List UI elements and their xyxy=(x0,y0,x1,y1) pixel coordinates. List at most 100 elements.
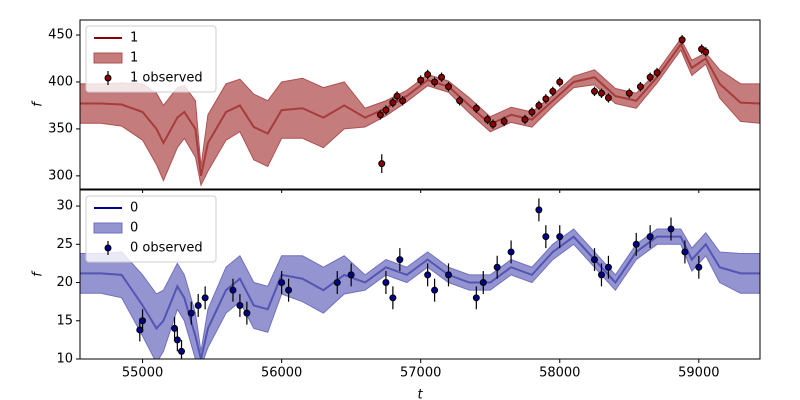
observed-point xyxy=(396,256,404,264)
plot-area xyxy=(80,198,760,359)
observed-point xyxy=(591,87,599,95)
legend-label: 0 observed xyxy=(130,241,203,256)
observed-point xyxy=(178,347,186,355)
observed-point xyxy=(528,108,536,116)
y-tick-label: 25 xyxy=(56,237,73,252)
observed-point xyxy=(389,99,397,107)
observed-point xyxy=(542,95,550,103)
observed-point xyxy=(236,301,244,309)
x-axis-label: t xyxy=(417,388,423,400)
observed-point xyxy=(604,94,612,102)
observed-point xyxy=(456,97,464,105)
observed-point xyxy=(393,92,401,100)
y-axis-label: f xyxy=(31,270,46,277)
observed-point xyxy=(187,309,195,317)
observed-point xyxy=(625,89,633,97)
observed-point xyxy=(521,116,529,124)
observed-point xyxy=(194,301,202,309)
observed-point xyxy=(438,73,446,81)
observed-point xyxy=(399,97,407,105)
observed-point xyxy=(171,324,179,332)
legend-box xyxy=(85,25,217,93)
observed-point xyxy=(646,233,654,241)
observed-point xyxy=(278,279,286,287)
observed-point xyxy=(653,69,661,77)
observed-point xyxy=(591,256,599,264)
observed-point xyxy=(678,36,686,44)
observed-point xyxy=(424,271,432,279)
observed-point xyxy=(333,279,341,287)
observed-point xyxy=(646,73,654,81)
observed-point xyxy=(500,117,508,125)
observed-point xyxy=(417,76,425,84)
y-tick-label: 15 xyxy=(56,313,73,328)
observed-point xyxy=(542,233,550,241)
observed-point xyxy=(243,309,251,317)
legend-label: 1 xyxy=(130,51,138,66)
legend-label: 1 xyxy=(130,31,138,46)
x-tick-label: 58000 xyxy=(539,366,580,381)
observed-point xyxy=(493,263,501,271)
plot-area xyxy=(80,35,760,187)
legend-label: 0 xyxy=(130,201,138,216)
observed-point xyxy=(597,89,605,97)
x-tick-label: 56000 xyxy=(261,366,302,381)
observed-point xyxy=(681,248,689,256)
observed-point xyxy=(636,83,644,91)
y-tick-label: 350 xyxy=(48,121,73,136)
observed-point xyxy=(376,111,384,119)
y-axis-label: f xyxy=(31,100,46,107)
observed-point xyxy=(695,263,703,271)
y-tick-label: 300 xyxy=(48,168,73,183)
observed-point xyxy=(604,263,612,271)
x-tick-label: 55000 xyxy=(122,366,163,381)
observed-point xyxy=(431,286,439,294)
legend-swatch xyxy=(104,74,112,82)
observed-point xyxy=(389,294,397,302)
legend-swatch xyxy=(93,222,123,234)
observed-point xyxy=(378,160,386,168)
observed-point xyxy=(173,336,181,344)
observed-point xyxy=(285,286,293,294)
observed-point xyxy=(483,116,491,124)
legend-label: 1 observed xyxy=(130,71,203,86)
legend-swatch xyxy=(93,52,123,64)
observed-point xyxy=(632,240,640,248)
y-tick-label: 20 xyxy=(56,275,73,290)
observed-point xyxy=(667,225,675,233)
observed-point xyxy=(549,87,557,95)
observed-point xyxy=(702,48,710,56)
y-tick-label: 30 xyxy=(56,199,73,214)
confidence-band xyxy=(80,37,760,187)
x-tick-label: 57000 xyxy=(400,366,441,381)
x-tick-label: 59000 xyxy=(678,366,719,381)
observed-point xyxy=(472,294,480,302)
observed-point xyxy=(445,271,453,279)
axes-frame xyxy=(79,189,761,360)
legend-box xyxy=(85,195,217,263)
legend-swatch xyxy=(104,244,112,252)
observed-point xyxy=(489,120,497,128)
observed-point xyxy=(229,286,237,294)
observed-point xyxy=(139,317,147,325)
y-tick-label: 400 xyxy=(48,74,73,89)
observed-point xyxy=(479,279,487,287)
observed-point xyxy=(382,106,390,114)
observed-point xyxy=(472,104,480,112)
observed-point xyxy=(556,233,564,241)
observed-point xyxy=(597,271,605,279)
observed-point xyxy=(382,279,390,287)
observed-point xyxy=(136,326,144,334)
observed-point xyxy=(424,70,432,78)
axes-frame xyxy=(79,19,761,190)
observed-point xyxy=(431,78,439,86)
y-tick-label: 10 xyxy=(56,352,73,367)
observed-point xyxy=(201,294,209,302)
legend-label: 0 xyxy=(130,221,138,236)
observed-point xyxy=(556,78,564,86)
observed-point xyxy=(535,101,543,109)
observed-point xyxy=(535,206,543,214)
observed-point xyxy=(507,248,515,256)
y-tick-label: 450 xyxy=(48,28,73,43)
